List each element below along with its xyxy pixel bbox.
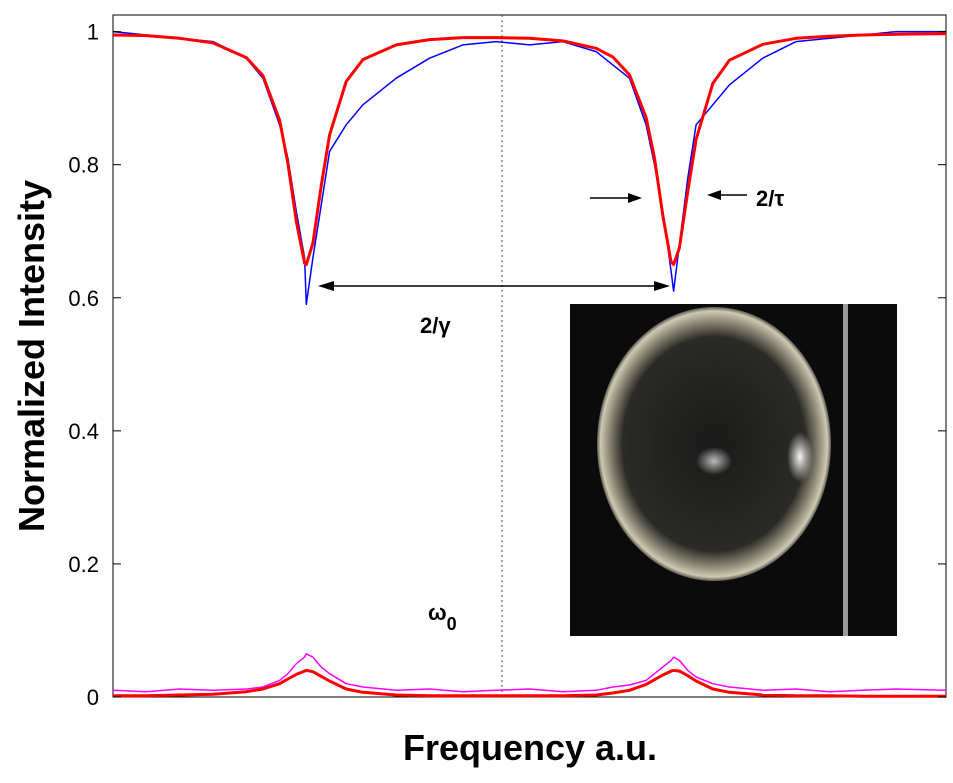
y-tick-label: 0.8 bbox=[68, 153, 99, 178]
y-tick-label: 0.6 bbox=[68, 286, 99, 311]
series-line bbox=[112, 32, 947, 266]
series-line bbox=[113, 668, 946, 698]
y-tick-label: 0.2 bbox=[68, 552, 99, 577]
y-tick-label: 0.4 bbox=[68, 419, 99, 444]
annotation-text: 2/τ bbox=[756, 186, 784, 211]
y-axis-label: Normalized Intensity bbox=[11, 180, 52, 532]
y-tick-label: 1 bbox=[87, 20, 99, 45]
annotation-subscript: 0 bbox=[447, 614, 457, 634]
plot-area bbox=[112, 30, 947, 698]
x-axis-label: Frequency a.u. bbox=[403, 727, 657, 768]
annotation: 2/γ bbox=[420, 313, 451, 338]
annotation: ω0 bbox=[428, 600, 457, 634]
annotation-text: 2/γ bbox=[420, 313, 451, 338]
y-tick-label: 0 bbox=[87, 685, 99, 710]
inset-photo bbox=[570, 304, 897, 636]
series-line bbox=[112, 30, 946, 306]
series-line bbox=[112, 653, 947, 693]
annotation: 2/τ bbox=[756, 186, 784, 211]
annotation-symbol: ω bbox=[428, 600, 447, 625]
arrows bbox=[318, 190, 747, 291]
